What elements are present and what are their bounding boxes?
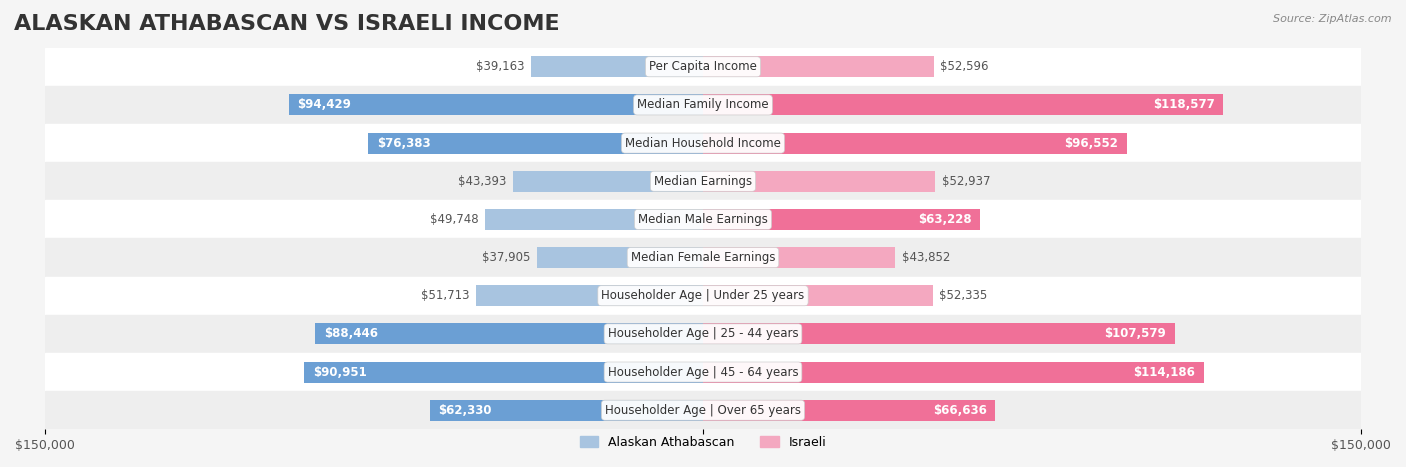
Text: $62,330: $62,330: [439, 403, 492, 417]
Bar: [45, 86, 1361, 124]
Bar: [45, 200, 1361, 239]
Bar: [703, 133, 1126, 154]
Bar: [703, 361, 1204, 382]
Text: $52,937: $52,937: [942, 175, 990, 188]
Bar: [45, 353, 1361, 391]
Bar: [703, 323, 1175, 344]
Bar: [430, 400, 703, 421]
Text: Householder Age | Under 25 years: Householder Age | Under 25 years: [602, 289, 804, 302]
Bar: [45, 239, 1361, 276]
Text: $43,852: $43,852: [903, 251, 950, 264]
Text: $107,579: $107,579: [1105, 327, 1166, 340]
Text: $118,577: $118,577: [1153, 99, 1215, 112]
Bar: [703, 209, 980, 230]
Text: $96,552: $96,552: [1064, 136, 1118, 149]
Text: $94,429: $94,429: [298, 99, 352, 112]
Text: Median Household Income: Median Household Income: [626, 136, 780, 149]
Bar: [537, 247, 703, 268]
Bar: [45, 162, 1361, 200]
Bar: [703, 171, 935, 192]
Text: Source: ZipAtlas.com: Source: ZipAtlas.com: [1274, 14, 1392, 24]
Text: $52,596: $52,596: [941, 60, 988, 73]
Legend: Alaskan Athabascan, Israeli: Alaskan Athabascan, Israeli: [575, 431, 831, 453]
Bar: [45, 124, 1361, 162]
Text: $43,393: $43,393: [458, 175, 506, 188]
Bar: [315, 323, 703, 344]
Text: Per Capita Income: Per Capita Income: [650, 60, 756, 73]
Bar: [703, 247, 896, 268]
Text: Median Family Income: Median Family Income: [637, 99, 769, 112]
Bar: [45, 48, 1361, 86]
Bar: [45, 391, 1361, 429]
Text: $90,951: $90,951: [312, 366, 367, 379]
Text: Householder Age | 45 - 64 years: Householder Age | 45 - 64 years: [607, 366, 799, 379]
Text: $37,905: $37,905: [482, 251, 530, 264]
Text: Householder Age | Over 65 years: Householder Age | Over 65 years: [605, 403, 801, 417]
Text: $63,228: $63,228: [918, 213, 972, 226]
Text: $51,713: $51,713: [420, 289, 470, 302]
Bar: [45, 315, 1361, 353]
Text: Householder Age | 25 - 44 years: Householder Age | 25 - 44 years: [607, 327, 799, 340]
Bar: [531, 57, 703, 77]
Bar: [703, 285, 932, 306]
Bar: [513, 171, 703, 192]
Bar: [703, 57, 934, 77]
Text: ALASKAN ATHABASCAN VS ISRAELI INCOME: ALASKAN ATHABASCAN VS ISRAELI INCOME: [14, 14, 560, 34]
Bar: [368, 133, 703, 154]
Bar: [703, 400, 995, 421]
Text: $114,186: $114,186: [1133, 366, 1195, 379]
Text: $52,335: $52,335: [939, 289, 987, 302]
Bar: [703, 94, 1223, 115]
Bar: [485, 209, 703, 230]
Bar: [288, 94, 703, 115]
Text: Median Male Earnings: Median Male Earnings: [638, 213, 768, 226]
Bar: [477, 285, 703, 306]
Text: Median Earnings: Median Earnings: [654, 175, 752, 188]
Text: $39,163: $39,163: [477, 60, 524, 73]
Bar: [45, 276, 1361, 315]
Bar: [304, 361, 703, 382]
Text: $76,383: $76,383: [377, 136, 430, 149]
Text: $49,748: $49,748: [430, 213, 478, 226]
Text: $88,446: $88,446: [323, 327, 378, 340]
Text: $66,636: $66,636: [932, 403, 987, 417]
Text: Median Female Earnings: Median Female Earnings: [631, 251, 775, 264]
